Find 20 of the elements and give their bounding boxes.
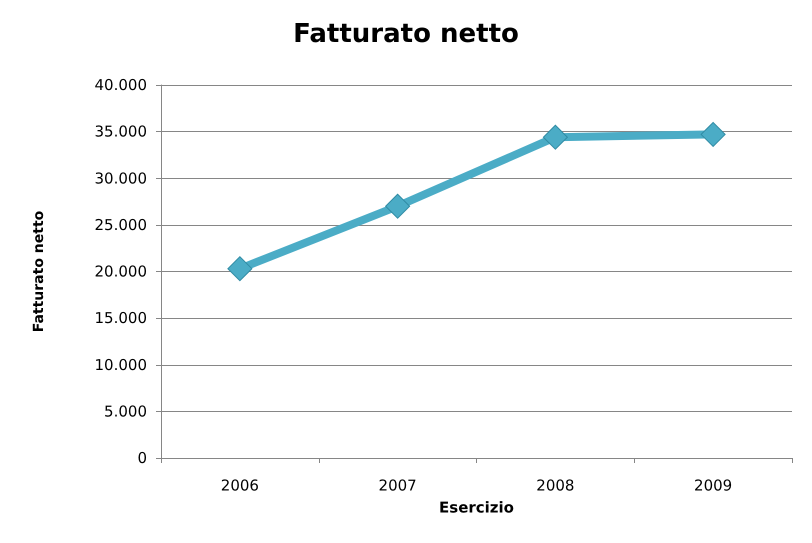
y-axis-title: Fatturato netto — [31, 210, 47, 332]
y-tick-label: 15.000 — [94, 309, 147, 328]
point — [385, 194, 410, 219]
point — [542, 124, 568, 150]
y-tick-label: 35.000 — [94, 122, 147, 141]
y-tick-label: 20.000 — [94, 262, 147, 280]
point — [700, 122, 726, 147]
x-tick-label: 2006 — [220, 476, 259, 494]
point — [227, 256, 252, 282]
y-tick-label: 0 — [137, 449, 147, 467]
x-tick-label: 2008 — [536, 476, 574, 494]
chart-title: Fatturato netto — [293, 19, 519, 49]
y-tick-label: 10.000 — [94, 356, 147, 374]
y-tick-label: 5.000 — [104, 402, 147, 420]
x-tick-label: 2007 — [378, 476, 417, 494]
y-tick-label: 25.000 — [94, 216, 147, 234]
x-tick-label: 2009 — [694, 476, 732, 494]
y-tick-label: 30.000 — [94, 169, 147, 188]
x-axis-title: Esercizio — [439, 498, 514, 516]
y-tick-label: 40.000 — [94, 76, 147, 94]
